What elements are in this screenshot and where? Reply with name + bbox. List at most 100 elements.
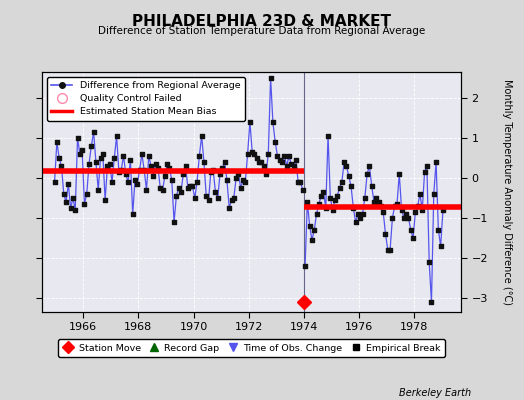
Point [198, 133, 206, 139]
Point [227, 197, 236, 203]
Point [85, 161, 93, 167]
Point [96, 155, 105, 161]
Point [308, 237, 316, 243]
Point [294, 179, 302, 185]
Point [319, 189, 328, 195]
Point [264, 151, 272, 157]
Point [386, 247, 394, 253]
Point [99, 151, 107, 157]
Point [105, 161, 114, 167]
Point [90, 129, 98, 135]
Point [439, 207, 447, 213]
Point [432, 159, 440, 165]
Point [381, 231, 390, 237]
Point [425, 259, 433, 265]
Point [124, 179, 132, 185]
Point [315, 201, 323, 207]
Point [423, 163, 431, 169]
Point [335, 185, 344, 191]
Point [365, 163, 374, 169]
Point [282, 163, 291, 169]
Point [115, 169, 123, 175]
Point [305, 223, 314, 229]
Point [188, 183, 196, 189]
Point [248, 149, 256, 155]
Point [101, 197, 110, 203]
Point [64, 181, 72, 187]
Point [352, 219, 360, 225]
Point [358, 211, 367, 217]
Point [324, 133, 332, 139]
Point [117, 167, 125, 173]
Point [416, 191, 424, 197]
Point [367, 183, 376, 189]
Point [299, 187, 307, 193]
Point [149, 173, 158, 179]
Point [372, 195, 380, 201]
Point [135, 167, 144, 173]
Point [363, 171, 372, 177]
Point [234, 171, 243, 177]
Point [262, 171, 270, 177]
Point [347, 183, 355, 189]
Point [87, 143, 95, 149]
Point [393, 201, 401, 207]
Point [333, 193, 342, 199]
Point [158, 187, 167, 193]
Point [407, 227, 415, 233]
Point [370, 199, 378, 205]
Point [246, 119, 254, 125]
Point [430, 191, 438, 197]
Point [184, 185, 192, 191]
Point [322, 205, 330, 211]
Point [377, 203, 385, 209]
Point [301, 263, 309, 269]
Point [331, 197, 339, 203]
Point [71, 207, 80, 213]
Point [156, 185, 165, 191]
Point [206, 169, 215, 175]
Legend: Difference from Regional Average, Quality Control Failed, Estimated Station Mean: Difference from Regional Average, Qualit… [47, 77, 245, 121]
Point [172, 193, 181, 199]
Point [145, 153, 153, 159]
Point [239, 177, 247, 183]
Point [257, 159, 266, 165]
Point [361, 195, 369, 201]
Point [402, 211, 410, 217]
Point [204, 197, 213, 203]
Y-axis label: Monthly Temperature Anomaly Difference (°C): Monthly Temperature Anomaly Difference (… [502, 79, 512, 305]
Point [292, 157, 300, 163]
Point [326, 195, 334, 201]
Point [296, 179, 304, 185]
Point [354, 211, 362, 217]
Point [337, 179, 346, 185]
Point [395, 171, 403, 177]
Point [225, 205, 233, 211]
Point [375, 199, 383, 205]
Legend: Station Move, Record Gap, Time of Obs. Change, Empirical Break: Station Move, Record Gap, Time of Obs. C… [58, 339, 445, 357]
Point [177, 189, 185, 195]
Point [420, 169, 429, 175]
Point [266, 75, 275, 81]
Point [259, 163, 268, 169]
Point [241, 179, 249, 185]
Point [287, 161, 296, 167]
Text: Berkeley Earth: Berkeley Earth [399, 388, 472, 398]
Point [195, 153, 203, 159]
Point [133, 181, 141, 187]
Point [397, 207, 406, 213]
Point [405, 215, 413, 221]
Point [255, 159, 263, 165]
Point [108, 179, 116, 185]
Text: PHILADELPHIA 23D & MARKET: PHILADELPHIA 23D & MARKET [133, 14, 391, 29]
Point [409, 235, 417, 241]
Point [436, 243, 445, 249]
Point [75, 151, 84, 157]
Point [289, 163, 298, 169]
Point [92, 159, 100, 165]
Point [271, 139, 279, 145]
Point [317, 193, 325, 199]
Point [110, 155, 118, 161]
Point [312, 211, 321, 217]
Point [60, 191, 68, 197]
